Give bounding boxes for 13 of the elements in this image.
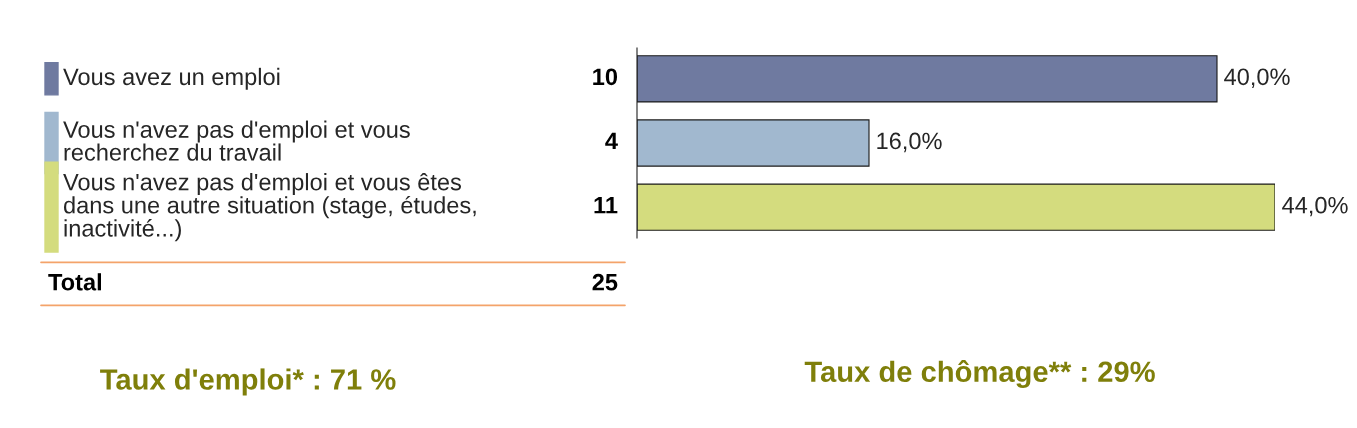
data-label: 44,0% [1282,196,1348,217]
text: 25 [592,273,618,291]
y-tick-label: Vous n'avez pas d'emploi et vous recherchez du travail [63,120,410,161]
text: 4 [605,132,618,150]
text: Taux d'emploi* : 71 % [100,368,396,396]
y-tick-label: Vous avez un emploi [63,67,280,90]
text: Total [48,273,101,291]
text: 11 [594,197,618,214]
text: 10 [593,68,618,86]
data-label: 16,0% [877,132,942,153]
data-label: 40,0% [1224,68,1290,88]
y-tick-label: Vous n'avez pas d'emploi et vous êtes dans une autre situation (stage, études, inactivité...) [63,173,476,242]
text: Taux de chômage** : 29% [804,360,1155,388]
